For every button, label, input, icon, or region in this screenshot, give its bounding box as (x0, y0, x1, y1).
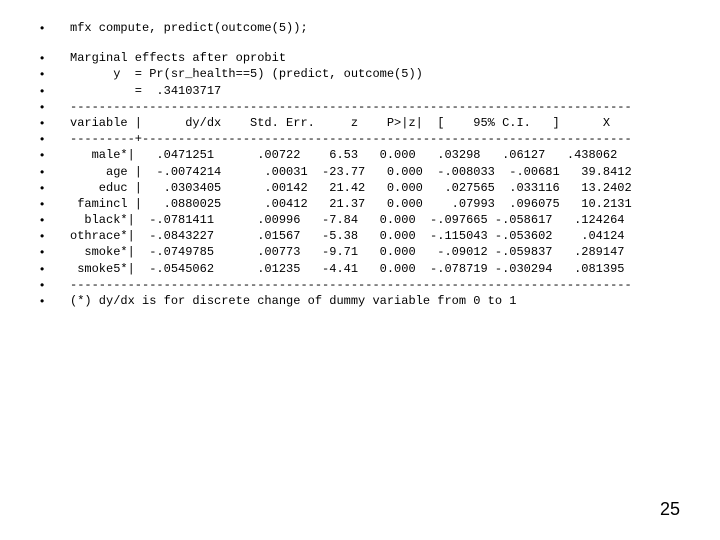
bullet: • (40, 196, 70, 212)
divider-line: •---------------------------------------… (40, 99, 680, 115)
text-line: age | -.0074214 .00031 -23.77 0.000 -.00… (70, 164, 632, 180)
bullet: • (40, 164, 70, 180)
data-row: • educ | .0303405 .00142 21.42 0.000 .02… (40, 180, 680, 196)
text-line: Marginal effects after oprobit (70, 50, 286, 66)
text-line: (*) dy/dx is for discrete change of dumm… (70, 293, 516, 309)
bullet: • (40, 244, 70, 260)
bullet: • (40, 20, 70, 36)
bullet: • (40, 180, 70, 196)
text-line: male*| .0471251 .00722 6.53 0.000 .03298… (70, 147, 617, 163)
text-line: mfx compute, predict(outcome(5)); (70, 20, 308, 36)
bullet: • (40, 228, 70, 244)
data-row: •othrace*| -.0843227 .01567 -5.38 0.000 … (40, 228, 680, 244)
text-line: black*| -.0781411 .00996 -7.84 0.000 -.0… (70, 212, 625, 228)
bullet: • (40, 147, 70, 163)
bullet: • (40, 261, 70, 277)
bullet: • (40, 212, 70, 228)
output-line: • y = Pr(sr_health==5) (predict, outcome… (40, 66, 680, 82)
text-line: y = Pr(sr_health==5) (predict, outcome(5… (70, 66, 423, 82)
text-line: ---------+------------------------------… (70, 131, 632, 147)
bullet: • (40, 83, 70, 99)
bullet: • (40, 66, 70, 82)
header-line: •variable | dy/dx Std. Err. z P>|z| [ 95… (40, 115, 680, 131)
bullet: • (40, 277, 70, 293)
footnote-line: •(*) dy/dx is for discrete change of dum… (40, 293, 680, 309)
output-line: • = .34103717 (40, 83, 680, 99)
text-line: = .34103717 (70, 83, 221, 99)
bullet: • (40, 115, 70, 131)
page-number: 25 (660, 499, 680, 520)
data-row: • black*| -.0781411 .00996 -7.84 0.000 -… (40, 212, 680, 228)
bullet: • (40, 99, 70, 115)
data-row: • male*| .0471251 .00722 6.53 0.000 .032… (40, 147, 680, 163)
data-row: • smoke*| -.0749785 .00773 -9.71 0.000 -… (40, 244, 680, 260)
text-line: famincl | .0880025 .00412 21.37 0.000 .0… (70, 196, 632, 212)
text-line: educ | .0303405 .00142 21.42 0.000 .0275… (70, 180, 632, 196)
output-line: •Marginal effects after oprobit (40, 50, 680, 66)
data-row: • age | -.0074214 .00031 -23.77 0.000 -.… (40, 164, 680, 180)
data-row: • famincl | .0880025 .00412 21.37 0.000 … (40, 196, 680, 212)
text-line: ----------------------------------------… (70, 99, 632, 115)
output-block: •mfx compute, predict(outcome(5)); •Marg… (0, 0, 720, 309)
text-line: smoke5*| -.0545062 .01235 -4.41 0.000 -.… (70, 261, 625, 277)
text-line: ----------------------------------------… (70, 277, 632, 293)
divider-line: •---------------------------------------… (40, 277, 680, 293)
text-line: variable | dy/dx Std. Err. z P>|z| [ 95%… (70, 115, 610, 131)
bullet: • (40, 50, 70, 66)
divider-line: •---------+-----------------------------… (40, 131, 680, 147)
data-row: • smoke5*| -.0545062 .01235 -4.41 0.000 … (40, 261, 680, 277)
text-line: smoke*| -.0749785 .00773 -9.71 0.000 -.0… (70, 244, 625, 260)
bullet: • (40, 293, 70, 309)
cmd-line: •mfx compute, predict(outcome(5)); (40, 20, 680, 36)
bullet: • (40, 131, 70, 147)
text-line: othrace*| -.0843227 .01567 -5.38 0.000 -… (70, 228, 625, 244)
